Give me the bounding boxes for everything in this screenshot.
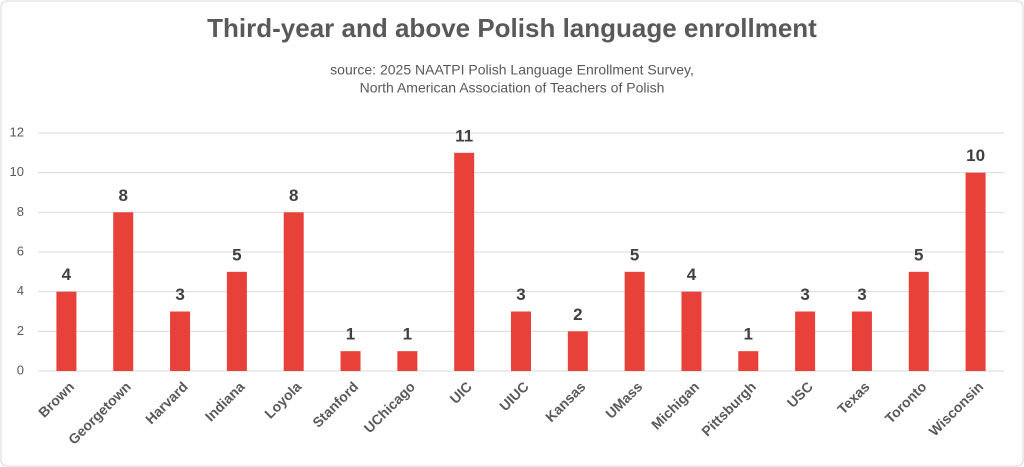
y-tick-label: 4 [17,283,24,298]
data-label: 5 [232,245,241,264]
bar [226,271,247,371]
bar [567,331,588,371]
bar [965,172,986,371]
bar [56,291,77,371]
data-label: 5 [630,245,639,264]
data-label: 1 [403,325,412,344]
bar [738,351,759,371]
chart-subtitle: North American Association of Teachers o… [360,80,665,96]
bar [908,271,929,371]
data-label: 11 [455,126,473,145]
data-label: 3 [175,285,184,304]
data-label: 1 [346,325,355,344]
y-tick-label: 2 [17,323,24,338]
bar [851,311,872,371]
data-label: 3 [800,285,809,304]
data-label: 8 [119,186,128,205]
data-label: 5 [914,245,923,264]
y-tick-label: 10 [10,164,24,179]
chart-subtitle: source: 2025 NAATPI Polish Language Enro… [330,62,694,78]
data-label: 1 [744,325,753,344]
y-tick-label: 6 [17,243,24,258]
bar [113,212,134,371]
bar [511,311,531,371]
data-label: 4 [62,265,72,284]
data-label: 8 [289,186,298,205]
data-label: 10 [966,146,985,165]
y-tick-label: 12 [10,124,24,139]
y-tick-label: 0 [17,362,24,377]
bar [170,311,191,371]
bar [340,351,361,371]
bar [454,152,475,371]
bar [795,311,816,371]
data-label: 4 [687,265,697,284]
bar [681,291,702,371]
chart-title: Third-year and above Polish language enr… [207,13,817,43]
data-label: 2 [573,305,582,324]
bar [624,271,645,371]
data-label: 3 [857,285,866,304]
bar [397,351,418,371]
bar [283,212,304,371]
y-tick-label: 8 [17,204,24,219]
data-label: 3 [516,285,525,304]
